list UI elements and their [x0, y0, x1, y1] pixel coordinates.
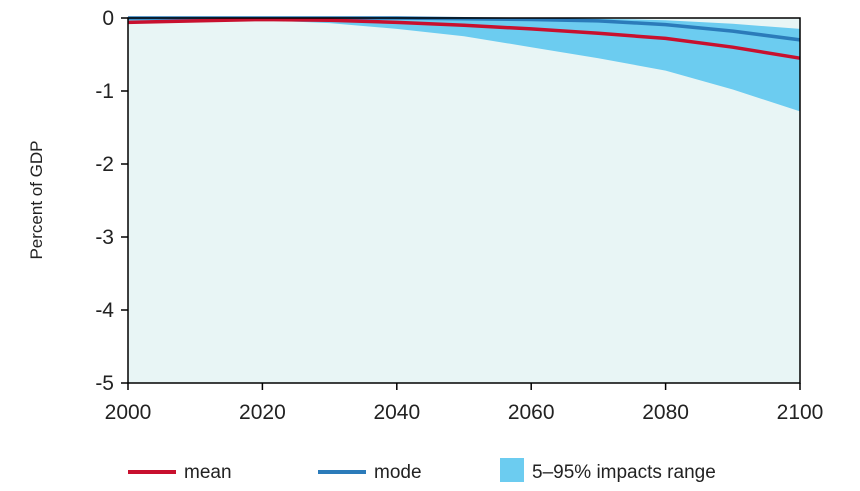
x-tick-label: 2000 [105, 401, 152, 424]
x-tick-label: 2060 [508, 401, 555, 424]
legend-band-label: 5–95% impacts range [532, 462, 716, 483]
legend-band-swatch [500, 458, 524, 482]
y-axis: 0 -1 -2 -3 -4 -5 [95, 7, 128, 395]
legend-mode-label: mode [374, 462, 422, 483]
x-tick-label: 2020 [239, 401, 286, 424]
plot-background [128, 18, 800, 383]
legend-mean-label: mean [184, 462, 232, 483]
legend: mean mode 5–95% impacts range [128, 458, 716, 483]
plot-frame [127, 17, 801, 384]
y-tick-label: -2 [95, 153, 114, 176]
plot-area [127, 16, 801, 384]
mean-series-line [127, 17, 801, 60]
x-tick-label: 2040 [373, 401, 420, 424]
impacts-range-band [128, 18, 800, 112]
x-axis: 2000 2020 2040 2060 2080 2100 [105, 383, 824, 424]
y-tick-label: -4 [95, 299, 114, 322]
y-tick-label: -1 [95, 80, 114, 103]
y-tick-label: -3 [95, 226, 114, 249]
y-axis-label: Percent of GDP [27, 140, 46, 259]
y-tick-label: -5 [95, 372, 114, 395]
x-tick-label: 2080 [642, 401, 689, 424]
x-tick-label: 2100 [777, 401, 824, 424]
y-tick-label: 0 [102, 7, 114, 30]
